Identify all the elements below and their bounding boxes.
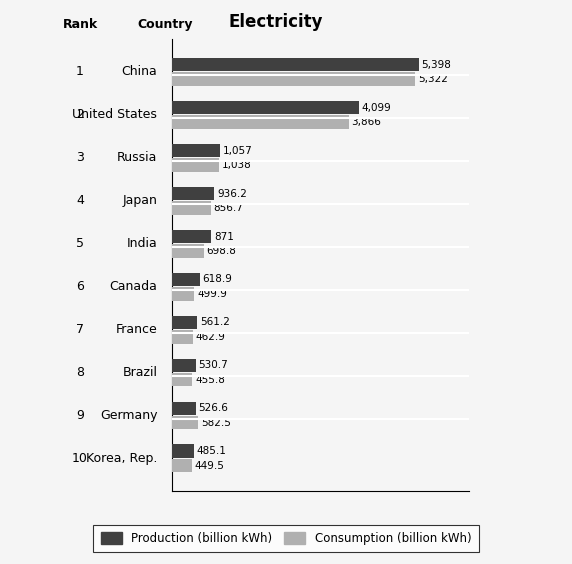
Text: Canada: Canada — [109, 280, 157, 293]
Text: 8: 8 — [76, 366, 84, 379]
Text: 10: 10 — [72, 452, 88, 465]
Text: Germany: Germany — [100, 409, 157, 422]
Bar — [172, 316, 197, 329]
Text: 698.8: 698.8 — [206, 246, 236, 255]
Text: France: France — [116, 323, 157, 336]
Text: 561.2: 561.2 — [200, 318, 230, 328]
Text: 582.5: 582.5 — [201, 417, 231, 428]
Bar — [172, 272, 200, 287]
Bar — [172, 330, 193, 343]
Bar — [172, 402, 196, 415]
Text: 5,398: 5,398 — [422, 60, 451, 69]
Text: Russia: Russia — [117, 151, 157, 164]
Bar — [172, 287, 194, 301]
Bar — [172, 187, 214, 200]
Text: 3,866: 3,866 — [351, 117, 381, 127]
Bar — [172, 101, 359, 114]
Bar — [172, 459, 192, 473]
Text: India: India — [126, 237, 157, 250]
Bar — [172, 144, 220, 157]
Text: United States: United States — [73, 108, 157, 121]
Bar — [172, 244, 204, 258]
Text: 1: 1 — [76, 65, 84, 78]
Bar — [172, 58, 419, 72]
Bar — [172, 444, 194, 458]
Bar — [172, 359, 196, 372]
Text: 485.1: 485.1 — [197, 446, 227, 456]
Text: 618.9: 618.9 — [202, 275, 233, 284]
Text: 1,057: 1,057 — [223, 146, 252, 156]
Text: 856.7: 856.7 — [213, 202, 244, 213]
Text: 5: 5 — [76, 237, 84, 250]
Text: 4,099: 4,099 — [362, 103, 392, 113]
Text: 936.2: 936.2 — [217, 188, 247, 199]
Bar — [172, 201, 211, 214]
Text: 5,322: 5,322 — [418, 74, 448, 84]
Bar — [172, 373, 192, 386]
Bar — [172, 158, 219, 171]
Text: 4: 4 — [76, 194, 84, 207]
Bar — [172, 416, 198, 429]
Text: 530.7: 530.7 — [198, 360, 228, 371]
Text: 2: 2 — [76, 108, 84, 121]
Text: Japan: Japan — [122, 194, 157, 207]
Text: 7: 7 — [76, 323, 84, 336]
Text: 9: 9 — [76, 409, 84, 422]
Text: 6: 6 — [76, 280, 84, 293]
Text: China: China — [121, 65, 157, 78]
Bar — [172, 72, 415, 86]
Text: 462.9: 462.9 — [196, 332, 225, 342]
Text: Brazil: Brazil — [122, 366, 157, 379]
Text: 1,038: 1,038 — [222, 160, 252, 170]
Legend: Production (billion kWh), Consumption (billion kWh): Production (billion kWh), Consumption (b… — [93, 525, 479, 553]
Text: Korea, Rep.: Korea, Rep. — [86, 452, 157, 465]
Text: 499.9: 499.9 — [197, 289, 227, 299]
Text: Country: Country — [137, 18, 193, 31]
Bar — [172, 230, 212, 244]
Text: Electricity: Electricity — [228, 13, 323, 31]
Text: 455.8: 455.8 — [195, 374, 225, 385]
Bar — [172, 115, 348, 129]
Text: 449.5: 449.5 — [195, 461, 225, 470]
Text: Rank: Rank — [62, 18, 98, 31]
Text: 871: 871 — [214, 231, 234, 241]
Text: 3: 3 — [76, 151, 84, 164]
Text: 526.6: 526.6 — [198, 403, 228, 413]
